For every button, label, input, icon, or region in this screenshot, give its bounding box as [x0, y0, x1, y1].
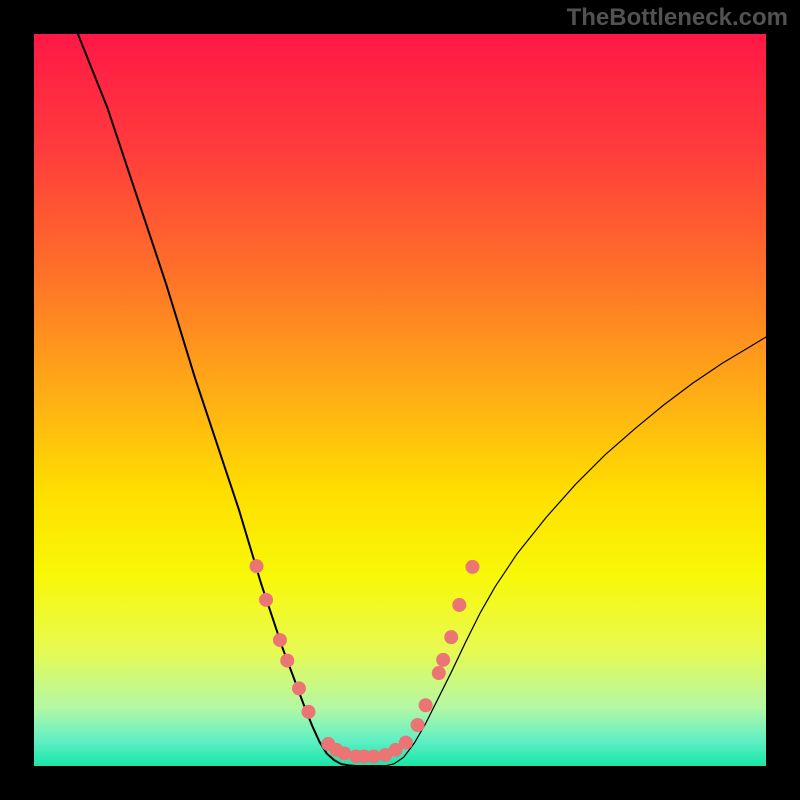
marker-dot	[436, 653, 450, 667]
marker-dot	[259, 593, 273, 607]
marker-dot	[419, 698, 433, 712]
plot-area	[34, 34, 766, 766]
marker-dot	[399, 736, 413, 750]
chart-frame: TheBottleneck.com	[0, 0, 800, 800]
marker-dot	[337, 747, 351, 761]
marker-dot	[302, 705, 316, 719]
marker-dot	[250, 559, 264, 573]
markers-mid	[357, 748, 392, 763]
marker-dot	[465, 560, 479, 574]
marker-dot	[411, 718, 425, 732]
marker-dot	[273, 633, 287, 647]
marker-dot	[444, 630, 458, 644]
marker-dot	[432, 666, 446, 680]
chart-svg	[34, 34, 766, 766]
gradient-background	[34, 34, 766, 766]
marker-dot	[452, 598, 466, 612]
marker-dot	[280, 654, 294, 668]
marker-dot	[292, 681, 306, 695]
watermark-text: TheBottleneck.com	[567, 4, 788, 32]
